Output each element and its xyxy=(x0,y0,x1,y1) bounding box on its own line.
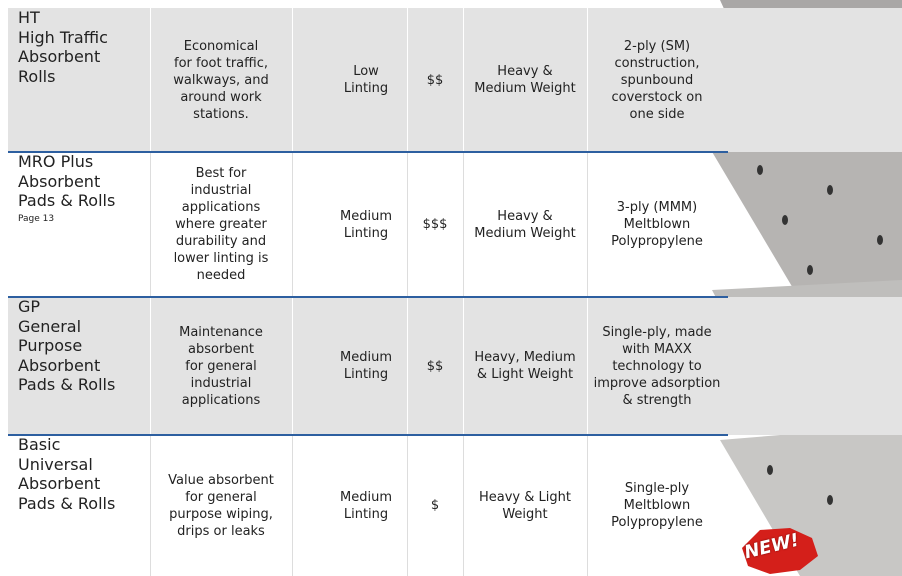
product-name-text: Basic Universal Absorbent Pads & Rolls xyxy=(18,435,116,513)
column-divider xyxy=(407,152,408,297)
column-divider xyxy=(407,297,408,435)
column-divider xyxy=(463,152,464,297)
weight-cell: Heavy & Medium Weight xyxy=(474,64,576,96)
construction-cell: Single-ply Meltblown Polypropylene xyxy=(611,481,703,530)
column-divider xyxy=(463,435,464,576)
description-cell: Economical for foot traffic, walkways, a… xyxy=(173,38,269,122)
price-cell: $$ xyxy=(426,358,444,374)
column-divider xyxy=(150,435,151,576)
column-divider xyxy=(587,297,588,435)
construction-cell: 2-ply (SM) construction, spunbound cover… xyxy=(611,38,703,122)
column-divider xyxy=(292,152,293,297)
table-row: GP General Purpose Absorbent Pads & Roll… xyxy=(8,297,902,435)
column-divider xyxy=(292,8,293,152)
linting-cell: Medium Linting xyxy=(340,208,392,241)
column-divider xyxy=(150,152,151,297)
price-cell: $$ xyxy=(426,72,444,88)
table-row: HT High Traffic Absorbent Rolls Economica… xyxy=(8,8,902,152)
column-divider xyxy=(587,8,588,152)
linting-cell: Medium Linting xyxy=(340,489,392,522)
column-divider xyxy=(292,435,293,576)
product-name: MRO Plus Absorbent Pads & Rolls Page 13 xyxy=(8,152,150,297)
description-cell: Maintenance absorbent for general indust… xyxy=(179,324,263,408)
column-divider xyxy=(150,297,151,435)
product-name-text: MRO Plus Absorbent Pads & Rolls xyxy=(18,152,116,210)
column-divider xyxy=(407,435,408,576)
product-name: GP General Purpose Absorbent Pads & Roll… xyxy=(8,297,150,435)
table-row: Basic Universal Absorbent Pads & Rolls Va… xyxy=(8,435,902,576)
product-name-text: GP General Purpose Absorbent Pads & Roll… xyxy=(18,297,116,394)
construction-cell: 3-ply (MMM) Meltblown Polypropylene xyxy=(611,200,703,249)
weight-cell: Heavy, Medium & Light Weight xyxy=(474,350,576,382)
row-separator xyxy=(8,296,728,298)
column-divider xyxy=(463,297,464,435)
weight-cell: Heavy & Light Weight xyxy=(479,489,571,522)
column-divider xyxy=(463,8,464,152)
description-cell: Value absorbent for general purpose wipi… xyxy=(168,472,274,539)
price-cell: $$$ xyxy=(422,217,448,232)
linting-cell: Low Linting xyxy=(343,64,389,96)
price-cell: $ xyxy=(430,498,440,513)
row-separator xyxy=(8,151,728,153)
row-separator xyxy=(8,434,728,436)
construction-cell: Single-ply, made with MAXX technology to… xyxy=(593,324,721,408)
table-row: MRO Plus Absorbent Pads & Rolls Page 13 Be… xyxy=(8,152,902,297)
page-reference: Page 13 xyxy=(18,213,55,224)
column-divider xyxy=(292,297,293,435)
description-cell: Best for industrial applications where g… xyxy=(173,166,269,283)
column-divider xyxy=(587,435,588,576)
product-name: Basic Universal Absorbent Pads & Rolls xyxy=(8,435,150,576)
product-name-text: HT High Traffic Absorbent Rolls xyxy=(18,8,108,86)
linting-cell: Medium Linting xyxy=(340,350,392,382)
column-divider xyxy=(407,8,408,152)
column-divider xyxy=(150,8,151,152)
weight-cell: Heavy & Medium Weight xyxy=(474,208,576,241)
product-name: HT High Traffic Absorbent Rolls xyxy=(8,8,150,152)
column-divider xyxy=(587,152,588,297)
